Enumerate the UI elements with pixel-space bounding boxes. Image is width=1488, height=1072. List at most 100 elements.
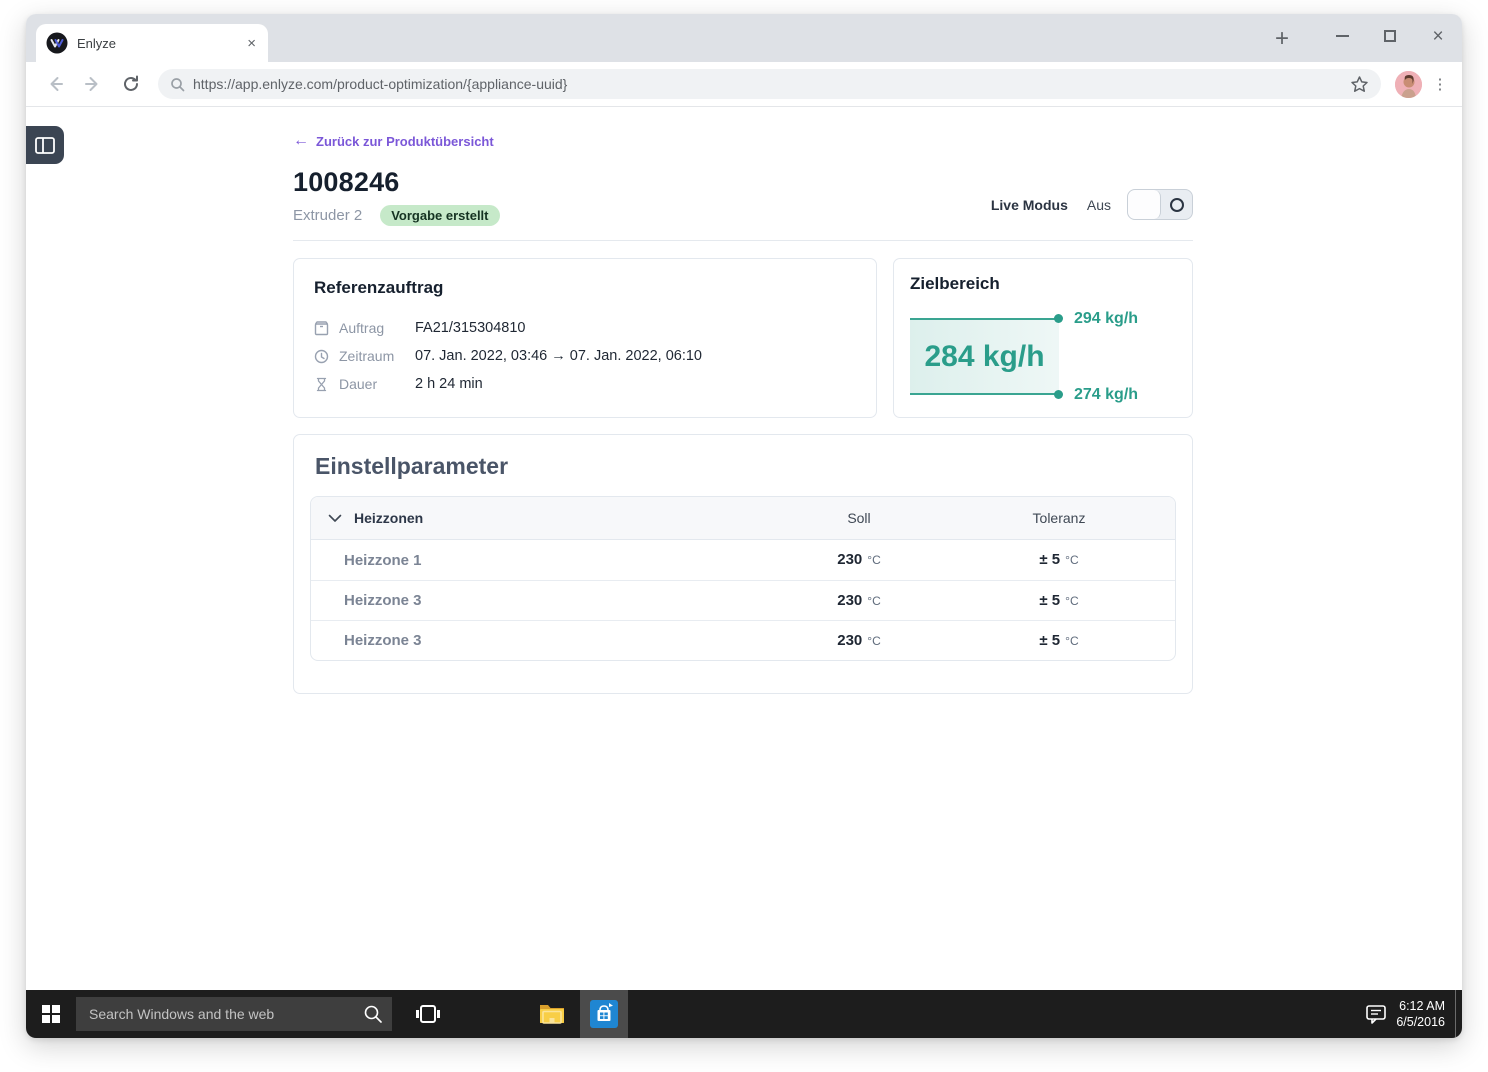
enlyze-favicon xyxy=(46,32,68,54)
minimize-icon xyxy=(1335,35,1349,37)
page-body: ← Zurück zur Produktübersicht 1008246 Ex… xyxy=(26,108,1462,990)
clock-date: 6/5/2016 xyxy=(1396,1015,1445,1029)
setpoint-unit: °C xyxy=(867,633,881,648)
parameters-card: Einstellparameter Heizzonen Soll Toleran… xyxy=(293,434,1193,694)
tolerance-value: ± 5 xyxy=(1039,631,1061,649)
search-input[interactable] xyxy=(76,997,392,1031)
task-view-button[interactable] xyxy=(404,990,452,1038)
package-icon xyxy=(314,320,331,336)
search-magnifier-icon xyxy=(364,1005,382,1023)
live-mode-state: Aus xyxy=(1086,196,1111,213)
timerange-value: 07. Jan. 2022, 03:46 → 07. Jan. 2022, 06… xyxy=(415,348,702,364)
order-value: FA21/315304810 xyxy=(415,320,526,336)
task-view-icon xyxy=(416,1005,440,1023)
reference-order-card: Referenzauftrag Auftrag FA21/315304810 xyxy=(293,258,877,418)
subtitle-row: Extruder 2 Vorgabe erstellt xyxy=(293,205,1193,226)
back-to-products-link[interactable]: ← Zurück zur Produktübersicht xyxy=(293,132,494,150)
sidebar-layout-icon xyxy=(35,136,55,154)
search-icon xyxy=(171,77,185,91)
status-badge: Vorgabe erstellt xyxy=(380,205,500,226)
live-mode-label: Live Modus xyxy=(990,196,1068,213)
tab-close-icon[interactable]: × xyxy=(247,34,256,52)
browser-menu-button[interactable]: ⋮ xyxy=(1432,76,1448,93)
table-row: Heizzone 3 230 °C ± 5 °C xyxy=(311,580,1175,620)
profile-avatar[interactable] xyxy=(1395,70,1422,98)
avatar-image xyxy=(1395,70,1422,98)
start-button[interactable] xyxy=(26,990,76,1038)
windows-logo-icon xyxy=(42,1005,60,1023)
page-title: 1008246 xyxy=(293,167,400,197)
sidebar-toggle-button[interactable] xyxy=(26,126,64,164)
tolerance-value: ± 5 xyxy=(1039,551,1061,568)
tolerance-value: ± 5 xyxy=(1039,591,1061,609)
browser-tab-enlyze[interactable]: Enlyze × xyxy=(36,24,268,62)
taskbar-search[interactable] xyxy=(76,997,392,1031)
windows-taskbar: 6:12 AM 6/5/2016 xyxy=(26,990,1462,1038)
forward-arrow-icon xyxy=(85,77,98,91)
column-heizzonen: Heizzonen xyxy=(354,510,424,526)
forward-button[interactable] xyxy=(74,65,112,103)
clock-icon xyxy=(314,349,331,364)
column-toleranz: Toleranz xyxy=(1032,510,1086,526)
target-range-title: Zielbereich xyxy=(910,274,1000,293)
reload-icon xyxy=(124,75,138,91)
toggle-on-icon xyxy=(1169,197,1184,212)
timerange-row: Zeitraum 07. Jan. 2022, 03:46 → 07. Jan.… xyxy=(314,342,856,370)
reload-button[interactable] xyxy=(112,65,150,103)
back-arrow-glyph: ← xyxy=(293,132,309,149)
reference-order-title: Referenzauftrag xyxy=(314,278,444,297)
column-soll: Soll xyxy=(847,510,871,526)
table-row: Heizzone 1 230 °C ± 5 °C xyxy=(311,540,1175,580)
table-header-row[interactable]: Heizzonen Soll Toleranz xyxy=(311,497,1175,540)
browser-toolbar: https://app.enlyze.com/product-optimizat… xyxy=(26,62,1462,107)
setpoint-value: 230 xyxy=(837,551,863,568)
duration-label: Dauer xyxy=(339,376,378,392)
action-center-button[interactable] xyxy=(1356,990,1396,1038)
parameters-table: Heizzonen Soll Toleranz Heizzone 1 230 °C… xyxy=(310,496,1176,661)
back-button[interactable] xyxy=(36,65,74,103)
duration-row: Dauer 2 h 24 min xyxy=(314,370,856,398)
order-row: Auftrag FA21/315304810 xyxy=(314,314,856,342)
tolerance-unit: °C xyxy=(1065,553,1079,567)
url-bar[interactable]: https://app.enlyze.com/product-optimizat… xyxy=(158,69,1381,99)
setpoint-unit: °C xyxy=(867,553,881,567)
back-arrow-icon xyxy=(50,77,63,91)
hourglass-icon xyxy=(314,377,331,392)
page-content: ← Zurück zur Produktübersicht 1008246 Ex… xyxy=(293,108,1193,694)
maximize-icon xyxy=(1384,30,1396,42)
action-center-icon xyxy=(1366,1005,1387,1024)
chevron-down-icon[interactable] xyxy=(328,514,342,523)
new-tab-button[interactable]: + xyxy=(1274,25,1289,52)
target-current-value: 284 kg/h xyxy=(924,339,1045,373)
lower-bound-value: 274 kg/h xyxy=(1074,386,1139,403)
maximize-button[interactable] xyxy=(1366,14,1414,58)
setpoint-unit: °C xyxy=(867,593,881,608)
clock-time: 6:12 AM xyxy=(1399,999,1445,1013)
zone-name: Heizzone 1 xyxy=(344,551,422,569)
tolerance-unit: °C xyxy=(1065,633,1079,648)
timerange-label: Zeitraum xyxy=(339,348,395,364)
target-range-card: Zielbereich 284 kg/h 294 kg/h 274 kg/h xyxy=(893,258,1193,418)
browser-tabstrip: Enlyze × + × xyxy=(26,14,1462,62)
show-desktop-button[interactable] xyxy=(1455,990,1462,1038)
bookmark-star-icon[interactable] xyxy=(1350,75,1369,94)
target-range-zone: 284 kg/h xyxy=(910,318,1059,395)
store-icon xyxy=(590,1000,618,1028)
taskbar-tray: 6:12 AM 6/5/2016 xyxy=(1356,990,1462,1038)
duration-value: 2 h 24 min xyxy=(415,376,483,392)
close-icon: × xyxy=(1432,25,1444,47)
reference-order-rows: Auftrag FA21/315304810 Zeitraum 07. Jan.… xyxy=(314,314,856,398)
window-controls: × xyxy=(1318,14,1462,58)
table-row: Heizzone 3 230 °C ± 5 °C xyxy=(311,620,1175,660)
file-explorer-button[interactable] xyxy=(528,990,576,1038)
setpoint-value: 230 xyxy=(837,591,863,609)
store-button[interactable] xyxy=(580,990,628,1038)
live-mode-toggle[interactable] xyxy=(1127,189,1193,220)
taskbar-clock[interactable]: 6:12 AM 6/5/2016 xyxy=(1396,998,1455,1030)
url-text[interactable]: https://app.enlyze.com/product-optimizat… xyxy=(193,76,568,92)
header-divider xyxy=(293,240,1193,241)
summary-cards: Referenzauftrag Auftrag FA21/315304810 xyxy=(293,258,1193,418)
zone-name: Heizzone 3 xyxy=(344,632,422,649)
minimize-button[interactable] xyxy=(1318,14,1366,58)
close-button[interactable]: × xyxy=(1414,14,1462,58)
